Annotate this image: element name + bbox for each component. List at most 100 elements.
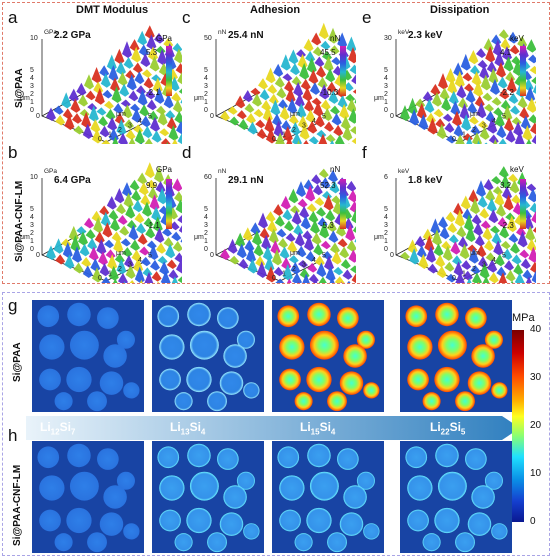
si-particle (157, 305, 180, 328)
sim-panel-frame (2, 292, 550, 556)
stress-map (32, 441, 144, 553)
panel-letter: b (8, 143, 18, 162)
si-particle (97, 307, 119, 329)
afm-z-tick: 0 (390, 252, 394, 259)
si-particle (87, 391, 107, 412)
si-particle (217, 448, 239, 470)
si-particle (116, 330, 135, 349)
colorbar-unit: keV (510, 34, 524, 43)
afm-x-tick: 3 (302, 262, 306, 269)
colorbar (520, 179, 526, 229)
afm-z-unit: keV (398, 168, 410, 175)
si-particle (455, 532, 475, 553)
afm-y-axis-label: μm (374, 95, 384, 102)
afm-z-unit: GPa (44, 29, 57, 36)
si-particle (37, 446, 60, 469)
afm-y-tick: 1 (204, 99, 208, 106)
afm-x-tick: 3 (302, 123, 306, 130)
afm-row-label: Si@PAA-CNF-LM (14, 180, 25, 262)
afm-x-tick: 5 (322, 114, 326, 121)
si-particle (39, 475, 65, 501)
afm-x-tick: 3 (128, 262, 132, 269)
afm-x-tick: 4 (492, 257, 496, 264)
colorbar-unit: keV (510, 165, 524, 174)
si-particle (223, 344, 247, 368)
afm-surface (46, 25, 275, 180)
si-particle (217, 307, 239, 329)
colorbar-unit: nN (330, 34, 341, 43)
panel-letter: a (8, 8, 18, 27)
afm-y-tick: 2 (30, 91, 34, 98)
afm-x-axis-label: μm (116, 111, 126, 118)
stress-colorbar-unit: MPa (512, 312, 535, 324)
panel-letter: e (362, 8, 372, 27)
si-particle (69, 330, 99, 360)
afm-y-tick: 1 (30, 99, 34, 106)
afm-x-tick: 5 (322, 253, 326, 260)
si-particle (87, 532, 107, 553)
colorbar-min: -2.1 (146, 88, 160, 97)
si-particle (39, 334, 65, 360)
stress-map (272, 441, 384, 553)
stress-map (152, 441, 264, 553)
colorbar (166, 179, 172, 229)
si-particle (187, 443, 211, 468)
si-particle (356, 471, 375, 490)
afm-z-tick: 0 (210, 252, 214, 259)
afm-y-tick: 5 (384, 206, 388, 213)
si-particle (54, 533, 73, 552)
afm-x-tick: 3 (482, 123, 486, 130)
si-particle (174, 533, 193, 552)
mean-value: 2.3 keV (408, 30, 443, 41)
afm-x-tick: 0 (272, 275, 276, 282)
afm-y-tick: 1 (204, 238, 208, 245)
afm-x-tick: 0 (452, 275, 456, 282)
afm-x-tick: 1 (108, 132, 112, 139)
si-particle (465, 307, 487, 329)
afm-x-axis-label: μm (470, 250, 480, 257)
si-particle (337, 448, 359, 470)
si-particle (123, 382, 140, 399)
afm-y-tick: 3 (384, 83, 388, 90)
afm-z-tick: 0 (390, 113, 394, 120)
afm-panel-b: 0 1 2 3 4 5 0 1 2 3 4 5 μm μm 0 10 GPa b 6.4 GPa GPa 9.9 -1.1 (6, 143, 275, 319)
si-particle (307, 302, 331, 327)
si-particle (207, 532, 227, 553)
afm-y-axis-label: μm (20, 95, 30, 102)
stress-map (400, 300, 512, 412)
afm-y-tick: 5 (204, 206, 208, 213)
afm-y-tick: 4 (204, 214, 208, 221)
afm-panel-f: 0 1 2 3 4 5 0 1 2 3 4 5 μm μm 0 6 keV f 1.8 keV keV 3.2 -2.3 (360, 143, 554, 319)
afm-y-tick: 3 (204, 222, 208, 229)
si-particle (309, 471, 339, 501)
afm-y-axis-label: μm (194, 234, 204, 241)
si-particle (189, 330, 219, 360)
afm-z-unit: GPa (44, 168, 57, 175)
afm-y-tick: 0 (30, 107, 34, 114)
colorbar (166, 46, 172, 96)
stress-map (152, 300, 264, 412)
afm-x-tick: 5 (148, 253, 152, 260)
afm-y-tick: 4 (30, 214, 34, 221)
si-particle (363, 382, 380, 399)
afm-z-tick: 60 (204, 174, 212, 181)
si-particle (243, 382, 260, 399)
si-particle (337, 307, 359, 329)
afm-x-tick: 5 (148, 114, 152, 121)
colorbar-max: 9.9 (146, 181, 158, 190)
afm-x-tick: 1 (462, 271, 466, 278)
column-title: Adhesion (250, 4, 301, 16)
sim-row-label: Si@PAA-CNF-LM (12, 464, 23, 546)
si-particle (343, 485, 367, 509)
afm-x-axis-label: μm (470, 111, 480, 118)
colorbar (520, 46, 526, 96)
si-particle (363, 523, 380, 540)
afm-z-tick: 30 (384, 35, 392, 42)
afm-x-tick: 1 (282, 132, 286, 139)
afm-y-tick: 1 (30, 238, 34, 245)
afm-panel-frame (2, 2, 550, 284)
colorbar-min: -1.1 (146, 221, 160, 230)
si-particle (467, 371, 492, 395)
si-particle (339, 512, 364, 536)
